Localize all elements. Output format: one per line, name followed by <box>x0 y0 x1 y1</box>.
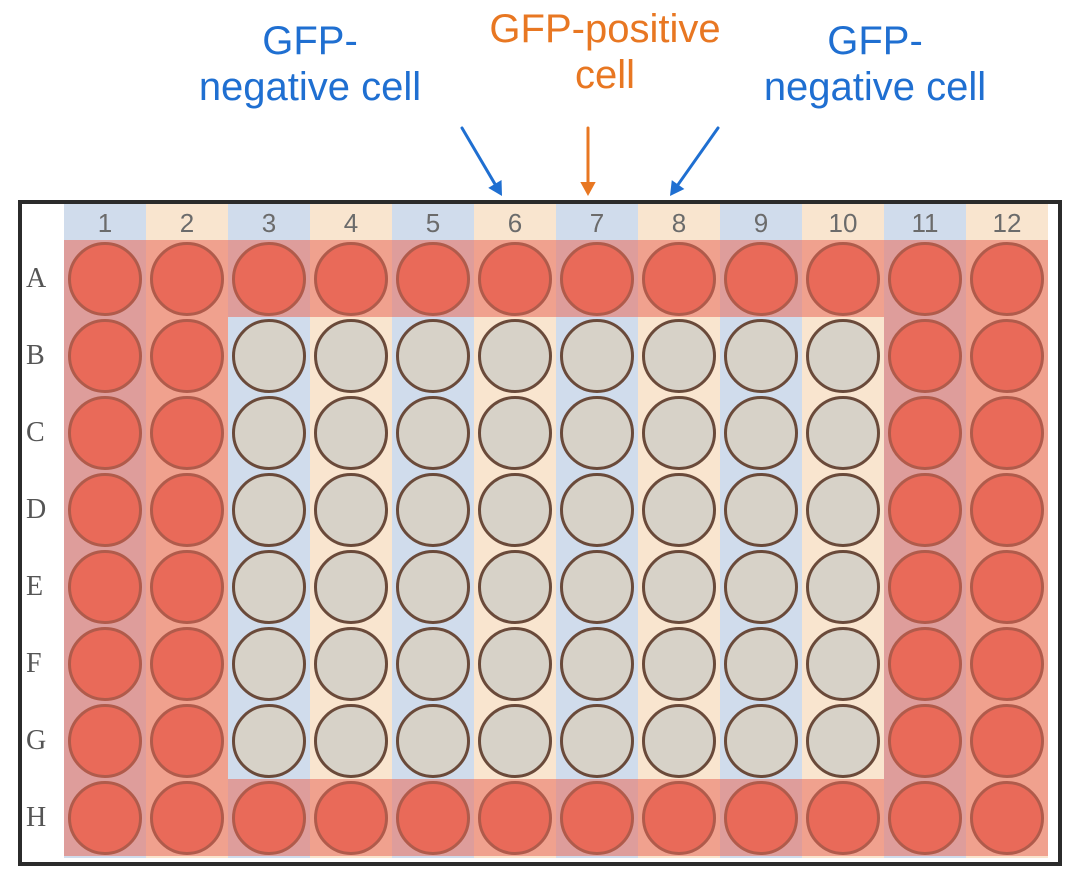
well <box>314 319 388 393</box>
well <box>724 550 798 624</box>
well <box>560 627 634 701</box>
column-label: 6 <box>474 208 556 239</box>
well <box>642 704 716 778</box>
arrow-gfp-positive <box>574 114 602 210</box>
well <box>478 627 552 701</box>
row-label: F <box>26 648 42 680</box>
well <box>724 319 798 393</box>
well <box>806 396 880 470</box>
well <box>232 704 306 778</box>
well <box>806 627 880 701</box>
column-label: 3 <box>228 208 310 239</box>
well <box>642 627 716 701</box>
well <box>642 473 716 547</box>
arrow-gfp-negative-left <box>448 114 516 210</box>
row-label: H <box>26 802 46 834</box>
well <box>232 627 306 701</box>
outer-ring-overlay-rect <box>64 240 1048 317</box>
well <box>642 550 716 624</box>
well <box>724 396 798 470</box>
arrow-gfp-negative-right <box>656 114 732 210</box>
well <box>478 319 552 393</box>
row-label: E <box>26 571 43 603</box>
well <box>396 704 470 778</box>
well <box>478 473 552 547</box>
column-label: 2 <box>146 208 228 239</box>
well <box>560 396 634 470</box>
well <box>724 704 798 778</box>
row-label: B <box>26 340 45 372</box>
well <box>232 319 306 393</box>
row-label: C <box>26 417 45 449</box>
label-gfp-negative-right: GFP- negative cell <box>710 18 1040 110</box>
row-label: D <box>26 494 46 526</box>
well <box>642 396 716 470</box>
outer-ring-overlay-rect <box>64 779 1048 856</box>
well <box>314 396 388 470</box>
column-label: 7 <box>556 208 638 239</box>
well <box>232 473 306 547</box>
well <box>806 319 880 393</box>
row-label: G <box>26 725 46 757</box>
column-label: 8 <box>638 208 720 239</box>
well <box>314 704 388 778</box>
figure-canvas: GFP- negative cell GFP-positive cell GFP… <box>0 0 1080 880</box>
column-label: 1 <box>64 208 146 239</box>
well <box>478 550 552 624</box>
outer-ring-overlay-rect <box>64 317 228 779</box>
well <box>232 550 306 624</box>
well <box>396 627 470 701</box>
well <box>560 550 634 624</box>
outer-ring-overlay-rect <box>884 317 1048 779</box>
label-gfp-negative-left: GFP- negative cell <box>130 18 490 110</box>
column-label: 5 <box>392 208 474 239</box>
well <box>806 704 880 778</box>
well <box>724 473 798 547</box>
well <box>396 396 470 470</box>
column-label: 9 <box>720 208 802 239</box>
well <box>642 319 716 393</box>
well <box>560 704 634 778</box>
well <box>560 473 634 547</box>
row-label: A <box>26 263 46 295</box>
column-label: 12 <box>966 208 1048 239</box>
well <box>724 627 798 701</box>
well <box>560 319 634 393</box>
column-label: 11 <box>884 208 966 239</box>
well <box>396 473 470 547</box>
column-label: 4 <box>310 208 392 239</box>
well <box>478 704 552 778</box>
well <box>478 396 552 470</box>
well <box>314 627 388 701</box>
well <box>314 473 388 547</box>
column-label: 10 <box>802 208 884 239</box>
well <box>396 319 470 393</box>
well <box>396 550 470 624</box>
well <box>806 550 880 624</box>
well <box>806 473 880 547</box>
well <box>314 550 388 624</box>
well <box>232 396 306 470</box>
